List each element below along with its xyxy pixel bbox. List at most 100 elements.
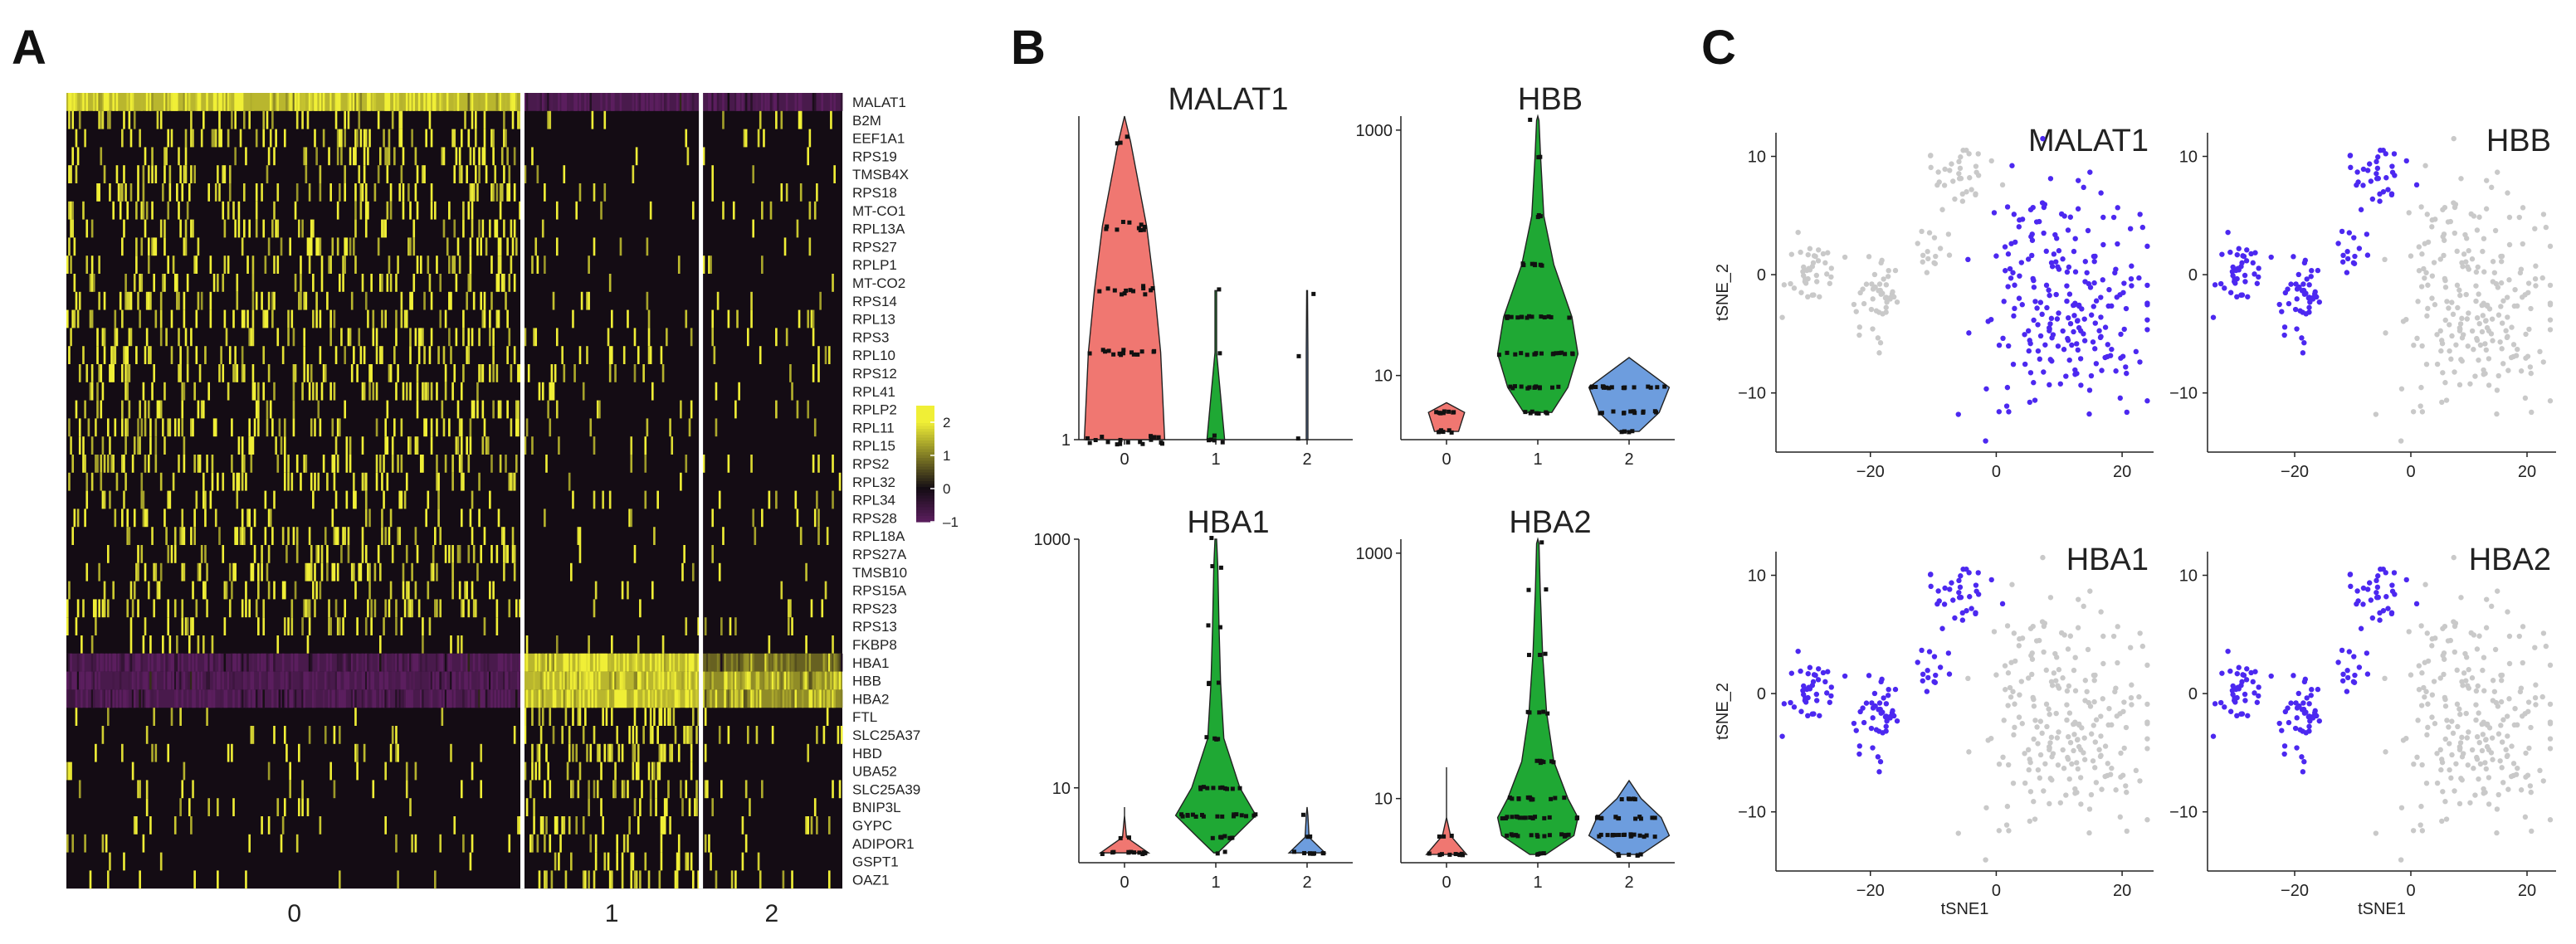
heatmap-cell [702,455,705,473]
heatmap-cell [173,93,177,111]
cell-point [1809,711,1815,717]
heatmap-cell [211,129,214,148]
heatmap-cell [480,237,483,256]
cell-point [2479,328,2486,335]
cell-point [2451,135,2456,142]
heatmap-cell [681,562,684,581]
cell-point [2463,291,2469,298]
heatmap-cell [481,689,485,708]
heatmap-cell [135,255,138,274]
cell-point [1956,595,1963,601]
heatmap-cell [718,726,721,744]
heatmap-cell [448,328,451,347]
heatmap-cell [363,165,366,183]
heatmap-cell [441,653,444,672]
cell-point [2097,334,2104,341]
heatmap-cell [697,870,700,889]
cell-point [2468,211,2474,217]
cell-point [2422,694,2427,700]
heatmap-cell [411,129,413,148]
cell-point [2419,251,2425,257]
heatmap-cell [364,201,368,220]
heatmap-cell [90,436,94,455]
heatmap-cell [588,635,590,654]
heatmap-cell [367,671,369,690]
heatmap-cell [361,183,364,202]
cell-point [2392,591,2398,597]
heatmap-cell [333,527,336,545]
cell-point [2425,701,2431,707]
gene-label: RPS2 [852,456,889,472]
heatmap-cell [211,653,214,672]
cell-point [2137,778,2143,784]
gene-label: HBA1 [852,655,889,671]
heatmap-cell [236,274,239,292]
data-point [1104,226,1109,231]
heatmap-cell [163,671,166,690]
heatmap-cell [186,346,189,364]
cell-point [2076,302,2082,309]
heatmap-cell [90,309,94,328]
heatmap-cell [106,870,110,889]
heatmap-cell [710,852,712,871]
cell-point [2413,601,2420,607]
cell-point [1795,229,1801,236]
heatmap-cell [419,653,422,672]
data-point [1652,409,1657,414]
heatmap-cell [368,562,371,581]
heatmap-cell [156,400,159,419]
heatmap-cell [817,527,820,545]
cell-point [2048,734,2055,741]
heatmap-cell [165,147,168,166]
cell-point [2442,799,2448,805]
heatmap-cell [248,436,251,455]
heatmap-cell [85,364,89,382]
heatmap-cell [403,490,407,509]
cell-point [1802,279,1808,285]
heatmap-cell [383,490,385,509]
heatmap-cell [119,183,122,202]
heatmap-cell [704,780,707,799]
cell-point [2398,386,2405,392]
cell-point [2527,783,2534,789]
heatmap-cell [397,455,399,473]
heatmap-cell [428,671,432,690]
heatmap-cell [780,183,783,202]
data-point [1125,134,1129,139]
heatmap-cell [450,291,452,310]
heatmap-cell [345,436,349,455]
heatmap-cell [207,382,211,401]
cell-point [2004,623,2011,629]
heatmap-cell [245,581,247,600]
cell-point [2016,714,2022,720]
heatmap-cell [505,671,507,690]
cell-point [2244,247,2250,253]
cell-point [2385,606,2391,611]
heatmap-cell [163,436,166,455]
data-point [1627,796,1632,801]
cell-point [2230,692,2236,698]
heatmap-cell [342,689,344,708]
heatmap-cell [586,653,588,672]
heatmap-cell [139,274,141,292]
heatmap-cell [232,309,235,328]
cell-point [2472,373,2478,379]
heatmap-cell [103,689,106,708]
heatmap-cell [448,545,451,563]
heatmap-cell [183,165,186,183]
cell-point [2414,754,2420,761]
cell-point [1879,676,1885,683]
heatmap-cell [423,93,426,111]
heatmap-cell [764,671,767,690]
heatmap-cell [405,780,408,799]
heatmap-cell [483,617,486,635]
y-tick-label: 0 [2188,266,2198,285]
heatmap-cell [469,237,472,256]
heatmap-cell [301,780,304,799]
heatmap-cell [85,219,89,238]
cell-point [2011,732,2017,738]
cell-point [2392,173,2398,178]
heatmap-cell [71,527,75,545]
data-point [1538,652,1543,657]
